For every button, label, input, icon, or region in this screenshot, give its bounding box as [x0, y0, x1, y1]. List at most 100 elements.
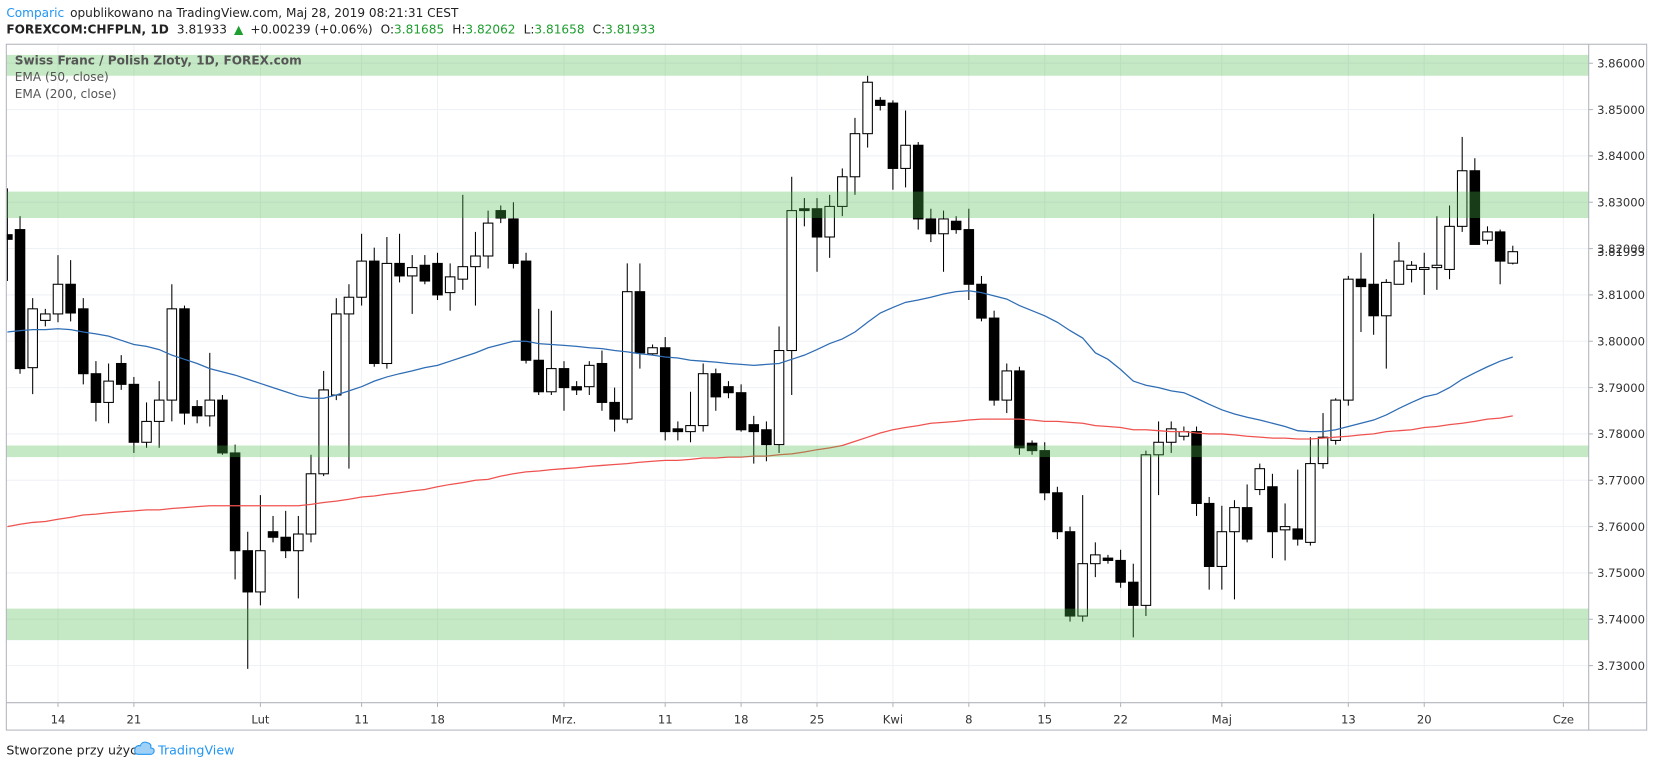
low-value: 3.81658 [534, 23, 584, 37]
candle-body [457, 266, 469, 280]
candle-body [672, 428, 684, 433]
candle-body [153, 399, 165, 422]
candle-body [394, 262, 405, 277]
x-tick-label: 15 [1037, 713, 1052, 727]
candle-body [78, 308, 89, 375]
x-tick-label: 11 [354, 713, 369, 727]
candle-body [128, 383, 140, 443]
candle-body [609, 401, 620, 420]
x-tick-label: 18 [430, 713, 445, 727]
candle-body [1482, 231, 1493, 241]
candle-body [710, 373, 722, 398]
candle-body [293, 533, 304, 552]
candle-body [723, 386, 734, 394]
candle-body [1064, 531, 1076, 617]
candle-body [1229, 507, 1240, 533]
x-tick-label: 21 [127, 713, 142, 727]
candle-body [1393, 260, 1405, 285]
candle-body [634, 291, 646, 354]
candle-body [444, 276, 456, 294]
candle-body [571, 386, 582, 391]
close-label: C: [593, 23, 606, 37]
symbol: FOREXCOM:CHFPLN, 1D [6, 23, 169, 37]
candle-body [1267, 486, 1278, 533]
candle-body [1381, 281, 1392, 317]
footer-brand[interactable]: TradingView [157, 742, 234, 757]
x-tick-label: Mrz. [552, 713, 577, 727]
candle-body [862, 81, 873, 135]
candle-body [1431, 264, 1443, 269]
x-tick-label: 22 [1113, 713, 1128, 727]
candle-body [1090, 554, 1101, 565]
candle-body [229, 452, 241, 552]
candle-body [824, 205, 835, 238]
low-label: L: [524, 23, 535, 37]
candle-body [1014, 370, 1025, 449]
y-tick-label: 3.79000 [1597, 381, 1645, 395]
candle-body [584, 364, 595, 388]
candle-body [773, 350, 785, 446]
author[interactable]: Comparic [6, 6, 64, 20]
candle-body [925, 218, 937, 235]
candle-body [1026, 442, 1038, 452]
candle-body [963, 229, 975, 285]
candle-body [735, 392, 747, 431]
candle-body [1343, 278, 1354, 401]
x-tick-label: Lut [251, 713, 270, 727]
candle-body [596, 362, 608, 403]
close-value: 3.81933 [605, 23, 655, 37]
candle-body [1406, 264, 1417, 270]
candle-body [1317, 436, 1329, 465]
open-value: 3.81685 [394, 23, 444, 37]
legend-ema200: EMA (200, close) [15, 87, 117, 101]
candle-body [849, 133, 861, 178]
candle-body [900, 144, 911, 169]
change: +0.00239 (+0.06%) [250, 23, 372, 37]
candle-body [786, 210, 797, 352]
change-arrow: ▲ [234, 23, 244, 37]
candle-body [811, 208, 823, 238]
candle-body [685, 425, 696, 433]
candle-body [6, 234, 13, 240]
candle-body [14, 229, 26, 370]
candle-body [419, 264, 431, 282]
candle-body [1216, 531, 1228, 567]
candle-body [343, 296, 355, 315]
footer-text: Stworzone przy użyciu [6, 742, 148, 757]
candle-body [748, 424, 760, 433]
candle-body [1140, 454, 1152, 606]
y-tick-label: 3.81000 [1597, 288, 1645, 302]
candle-body [659, 347, 671, 433]
support-resistance-zone [6, 54, 1589, 76]
candle-body [166, 308, 178, 401]
y-tick-label: 3.84000 [1597, 149, 1645, 163]
candle-body [1279, 526, 1291, 531]
candle-body [1203, 502, 1215, 567]
candle-body [482, 222, 494, 257]
candle-body [697, 373, 709, 427]
candle-body [1254, 468, 1266, 491]
candle-body [1153, 441, 1164, 456]
candle-body [318, 389, 329, 475]
candle-body [368, 260, 380, 365]
candle-body [103, 380, 114, 403]
frame [5, 43, 1648, 731]
header-line-2: FOREXCOM:CHFPLN, 1D 3.81933 ▲ +0.00239 (… [6, 23, 655, 37]
candle-body [1444, 225, 1455, 270]
x-tick-label: 25 [810, 713, 825, 727]
candle-body [1305, 463, 1316, 543]
candle-body [1418, 267, 1430, 270]
candle-body [1368, 283, 1379, 317]
y-tick-label: 3.78000 [1597, 427, 1645, 441]
open-label: O: [381, 23, 394, 37]
candle-body [40, 313, 51, 321]
candle-body [356, 260, 367, 298]
legend-ema50: EMA (50, close) [15, 70, 109, 84]
candle-body [495, 210, 507, 219]
candle-body [988, 317, 1000, 401]
candle-body [267, 531, 279, 538]
x-tick-label: 8 [965, 713, 972, 727]
x-tick-label: 20 [1417, 713, 1432, 727]
